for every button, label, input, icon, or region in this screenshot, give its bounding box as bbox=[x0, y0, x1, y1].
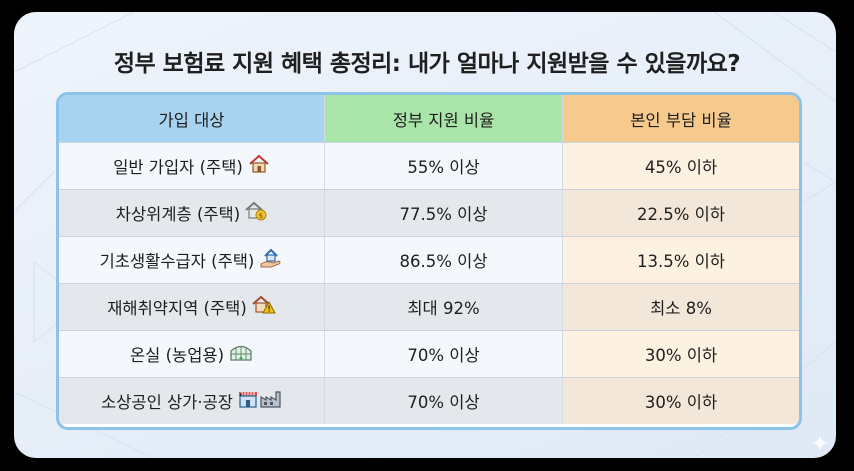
target-label: 기초생활수급자 (주택) bbox=[99, 252, 255, 271]
gov-ratio-cell: 86.5% 이상 bbox=[324, 237, 562, 283]
self-ratio-cell: 30% 이하 bbox=[562, 331, 799, 377]
table-row: 일반 가입자 (주택) 55% 이상 45% 이하 bbox=[59, 142, 799, 189]
sparkle-icon bbox=[812, 435, 828, 451]
table-row: 온실 (농업용) 70% 이상 30% 이하 bbox=[59, 330, 799, 377]
svg-text:$: $ bbox=[259, 212, 263, 220]
gov-ratio-cell: 55% 이상 bbox=[324, 143, 562, 189]
house-hand-icon bbox=[259, 248, 283, 272]
page-title: 정부 보험료 지원 혜택 총정리: 내가 얼마나 지원받을 수 있을까요? bbox=[113, 51, 741, 77]
target-cell: 온실 (농업용) bbox=[59, 331, 324, 377]
header-gov-ratio: 정부 지원 비율 bbox=[324, 95, 562, 142]
target-label: 차상위계층 (주택) bbox=[115, 205, 241, 224]
target-cell: 소상공인 상가·공장 bbox=[59, 378, 324, 424]
target-cell: 차상위계층 (주택) $ bbox=[59, 190, 324, 236]
table-row: 차상위계층 (주택) $ 77.5% 이상 22.5% 이하 bbox=[59, 189, 799, 236]
target-label: 소상공인 상가·공장 bbox=[101, 393, 233, 412]
header-self-ratio: 본인 부담 비율 bbox=[562, 95, 799, 142]
gov-ratio-cell: 최대 92% bbox=[324, 284, 562, 330]
target-label: 재해취약지역 (주택) bbox=[107, 299, 247, 318]
gov-ratio-cell: 77.5% 이상 bbox=[324, 190, 562, 236]
gov-ratio-cell: 70% 이상 bbox=[324, 331, 562, 377]
house-coin-icon: $ bbox=[245, 201, 267, 225]
target-label: 온실 (농업용) bbox=[129, 346, 225, 365]
house-icon bbox=[248, 154, 270, 178]
gov-ratio-cell: 70% 이상 bbox=[324, 378, 562, 424]
header-target: 가입 대상 bbox=[59, 95, 324, 142]
target-cell: 재해취약지역 (주택) bbox=[59, 284, 324, 330]
target-cell: 기초생활수급자 (주택) bbox=[59, 237, 324, 283]
table-row: 재해취약지역 (주택) 최대 92% 최소 8% bbox=[59, 283, 799, 330]
self-ratio-cell: 30% 이하 bbox=[562, 378, 799, 424]
greenhouse-icon bbox=[229, 342, 253, 366]
self-ratio-cell: 45% 이하 bbox=[562, 143, 799, 189]
support-table: 가입 대상 정부 지원 비율 본인 부담 비율 일반 가입자 (주택) 55% … bbox=[56, 92, 802, 430]
target-cell: 일반 가입자 (주택) bbox=[59, 143, 324, 189]
table-header-row: 가입 대상 정부 지원 비율 본인 부담 비율 bbox=[59, 95, 799, 142]
self-ratio-cell: 22.5% 이하 bbox=[562, 190, 799, 236]
table-row: 기초생활수급자 (주택) 86.5% 이상 13.5% 이하 bbox=[59, 236, 799, 283]
target-label: 일반 가입자 (주택) bbox=[113, 158, 243, 177]
self-ratio-cell: 13.5% 이하 bbox=[562, 237, 799, 283]
self-ratio-cell: 최소 8% bbox=[562, 284, 799, 330]
store-factory-icon bbox=[238, 389, 282, 413]
house-warning-icon bbox=[252, 295, 276, 319]
table-row: 소상공인 상가·공장 70% 이상 30% 이하 bbox=[59, 377, 799, 424]
